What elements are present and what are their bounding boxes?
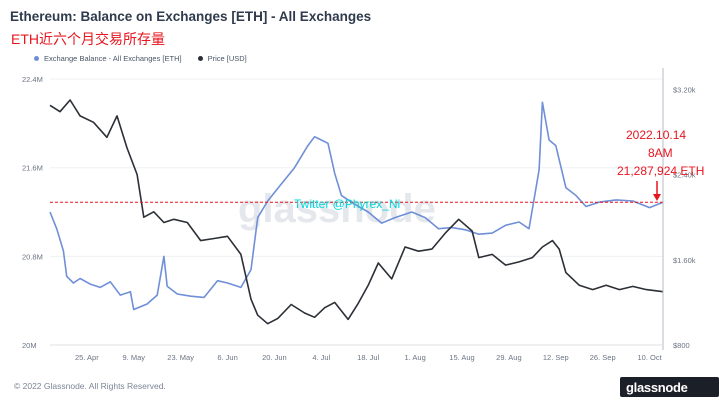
legend: Exchange Balance - All Exchanges [ETH] P… (34, 54, 247, 63)
y-left-tick-label: 21.6M (22, 164, 43, 173)
series-line-price (49, 99, 664, 325)
callout-time: 8AM (648, 146, 673, 160)
y-left-tick-label: 20M (22, 341, 37, 350)
x-tick-label: 9. May (122, 353, 145, 362)
series-line-exchange-balance (49, 101, 664, 311)
legend-item-balance[interactable]: Exchange Balance - All Exchanges [ETH] (34, 54, 182, 63)
logo-text: glassnode (626, 380, 688, 395)
callout-arrow-icon (653, 181, 661, 201)
x-tick-label: 15. Aug (449, 353, 474, 362)
chart-title: Ethereum: Balance on Exchanges [ETH] - A… (10, 9, 372, 24)
x-tick-label: 1. Aug (404, 353, 425, 362)
x-tick-label: 29. Aug (496, 353, 521, 362)
annotation-text: ETH近六个月交易所存量 (11, 31, 165, 47)
x-tick-label: 26. Sep (590, 353, 616, 362)
glassnode-logo: glassnode (620, 377, 719, 397)
callout-date: 2022.10.14 (626, 128, 686, 142)
x-tick-label: 23. May (167, 353, 194, 362)
legend-dot-balance-icon (34, 56, 39, 61)
y-left-tick-label: 20.8M (22, 252, 43, 261)
twitter-overlay-text: Twitter @Phyrex_Ni (294, 197, 400, 211)
legend-item-price[interactable]: Price [USD] (197, 54, 247, 63)
y-right-tick-label: $3.20k (673, 85, 696, 94)
y-right-tick-label: $800 (673, 341, 690, 350)
copyright-text: © 2022 Glassnode. All Rights Reserved. (14, 381, 166, 391)
legend-dot-price-icon (197, 56, 203, 61)
legend-label-price: Price [USD] (207, 54, 247, 63)
x-tick-label: 4. Jul (312, 353, 330, 362)
x-tick-label: 20. Jun (262, 353, 287, 362)
y-right-tick-label: $1.60k (673, 256, 696, 265)
x-tick-label: 6. Jun (217, 353, 237, 362)
x-tick-label: 10. Oct (638, 353, 663, 362)
x-tick-label: 18. Jul (357, 353, 379, 362)
y-left-tick-label: 22.4M (22, 75, 43, 84)
x-tick-label: 25. Apr (75, 353, 99, 362)
watermark-text: glassnode (238, 187, 436, 231)
series-layer (49, 99, 664, 325)
y-right-tick-label: $2.40k (673, 171, 696, 180)
axis-layer: 20M 20.8M 21.6M 22.4M $800 $1.60k $2.40k $3.20k… (22, 68, 696, 362)
callout-amount: 21,287,924 ETH (617, 164, 704, 178)
x-tick-label: 12. Sep (543, 353, 569, 362)
legend-label-balance: Exchange Balance - All Exchanges [ETH] (44, 54, 182, 63)
